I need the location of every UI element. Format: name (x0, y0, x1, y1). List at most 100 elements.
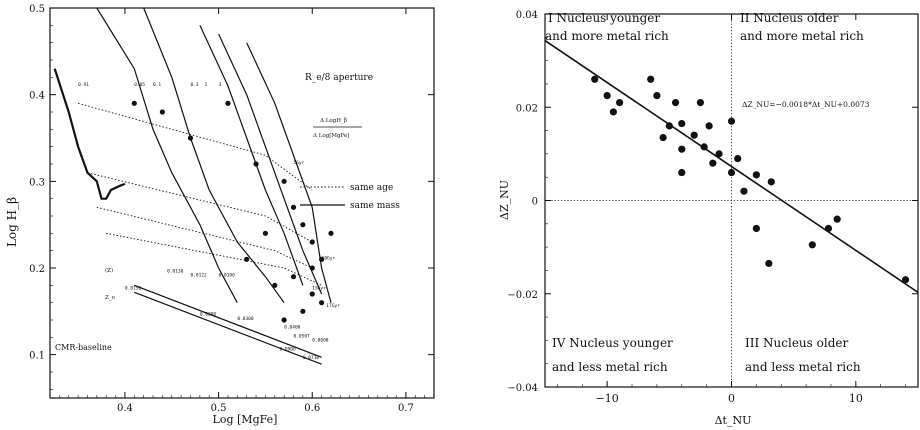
left-data-point (281, 178, 287, 184)
right-fit-line (544, 39, 919, 294)
quadrant-1-line-1: I Nucleus younger (548, 11, 660, 25)
slope-label-bottom: Δ Log[MgFe] (313, 133, 349, 139)
right-x-tick-label: −10 (596, 392, 619, 405)
left-data-point (300, 222, 306, 228)
left-x-tick-label: 0.4 (117, 403, 133, 414)
right-data-point (901, 276, 910, 284)
left-annotation-label: 17Gyr (326, 303, 340, 309)
right-reference-lines (545, 14, 918, 387)
legend-same-age: same age (350, 183, 393, 193)
left-series-line (246, 42, 332, 303)
left-data-point (159, 109, 165, 115)
left-data-point (319, 300, 325, 306)
left-annotation-label: 0.1 (153, 82, 161, 88)
left-annotation-label: 0.0900 (279, 346, 296, 352)
right-x-tick-label: 0 (728, 392, 735, 405)
left-data-point (244, 256, 250, 262)
right-data-point (727, 168, 736, 177)
left-data-point (290, 274, 297, 280)
right-data-point (678, 119, 686, 128)
left-annotation-label: 0.0200 (200, 312, 217, 318)
right-y-axis-label: ΔZ_NU (498, 180, 511, 220)
left-data-point (131, 100, 137, 106)
left-data-point (253, 161, 259, 167)
quadrant-4-line-1: IV Nucleus younger (552, 336, 673, 350)
left-series-line (53, 68, 126, 200)
right-data-point (690, 131, 698, 139)
left-annotation-label: 10Gyr (322, 255, 336, 261)
z-symbol: Z_o (105, 295, 116, 301)
baseline-label: CMR-baseline (55, 343, 112, 352)
left-data-point (319, 256, 325, 262)
left-annotation-label: 0.3 (190, 82, 198, 88)
z-tag: (Z) (105, 267, 113, 274)
left-annotation-label: 0.0122 (190, 273, 207, 279)
left-x-tick-label: 0.5 (211, 403, 227, 414)
left-data-point (187, 135, 194, 141)
left-plot-frame (49, 7, 435, 399)
quadrant-2-line-1: II Nucleus older (740, 11, 839, 25)
right-data-point (700, 143, 708, 151)
left-data-point (309, 265, 315, 271)
left-annotation-label: 15Gyr (312, 286, 326, 292)
right-y-tick-label: 0.02 (516, 103, 538, 114)
left-series-line (106, 232, 322, 286)
right-data-point (752, 171, 760, 179)
left-annotation-label: 0.0130 (167, 268, 184, 274)
right-y-tick-label: 0 (532, 197, 538, 208)
fit-equation: ΔZ_NU=−0.0018*Δt_NU+0.0073 (742, 100, 870, 109)
right-data-point (734, 154, 742, 163)
right-y-tick-label: 0.04 (516, 10, 538, 21)
left-data-point (309, 239, 315, 245)
left-series-group (53, 7, 332, 365)
right-data-point (767, 178, 775, 186)
right-data-point (665, 122, 673, 130)
right-panel: −10 0 10 −0.04 −0.02 0 0.02 0.04 ΔZ_NU Δt_NU I … (498, 10, 919, 427)
right-data-point (824, 224, 833, 233)
quadrant-3-line-2: and less metal rich (745, 360, 861, 374)
left-data-point (262, 230, 269, 236)
right-data-point (740, 187, 748, 195)
right-data-point (616, 98, 624, 107)
left-data-point (290, 204, 297, 210)
left-series-line (143, 7, 285, 304)
right-data-point (671, 98, 680, 107)
left-annotation-label: 0.0600 (312, 338, 329, 344)
left-annotation-label: 0.0190 (219, 273, 236, 279)
right-data-point (609, 108, 617, 116)
left-data-point (225, 100, 231, 106)
slope-label-top: Δ LogH_β (320, 118, 347, 124)
left-data-point (328, 230, 334, 236)
left-series-line (96, 7, 238, 303)
left-y-axis-label: Log H_β (5, 197, 19, 247)
left-annotation-label: 0.0300 (237, 316, 254, 322)
left-annotation-label: 1 (205, 82, 208, 88)
left-series-line (96, 206, 313, 269)
left-annotation-label: 0.0400 (284, 325, 301, 331)
quadrant-4-line-2: and less metal rich (552, 360, 668, 374)
quadrant-1-line-2: and more metal rich (545, 29, 669, 43)
left-annotation-label: 0.0710 (303, 355, 320, 361)
right-axis-ticks: −10 0 10 −0.04 −0.02 0 0.02 0.04 (507, 10, 918, 405)
right-y-tick-label: −0.02 (507, 290, 538, 301)
right-data-point (653, 91, 661, 100)
left-series-line (199, 25, 304, 286)
right-x-tick-label: 10 (849, 392, 863, 405)
left-y-tick-label: 0.2 (29, 264, 45, 275)
right-data-point (603, 91, 611, 100)
left-axis-ticks: 0.4 0.5 0.6 0.7 0.1 0.2 0.3 0.4 0.5 (29, 4, 434, 414)
left-annotation-label: 3 (219, 82, 222, 88)
left-series-line (218, 33, 323, 295)
right-data-point (833, 215, 841, 223)
aperture-label: R_e/8 aperture (305, 73, 373, 83)
right-data-point (808, 241, 816, 249)
right-data-point (727, 117, 736, 125)
left-annotation-label: 0.0150 (125, 286, 142, 292)
left-y-tick-label: 0.4 (29, 91, 45, 102)
left-series-line (134, 284, 322, 358)
left-data-point (300, 308, 306, 314)
left-data-point (281, 317, 287, 323)
left-series-line (77, 102, 313, 191)
left-x-axis-label: Log [MgFe] (213, 413, 278, 426)
